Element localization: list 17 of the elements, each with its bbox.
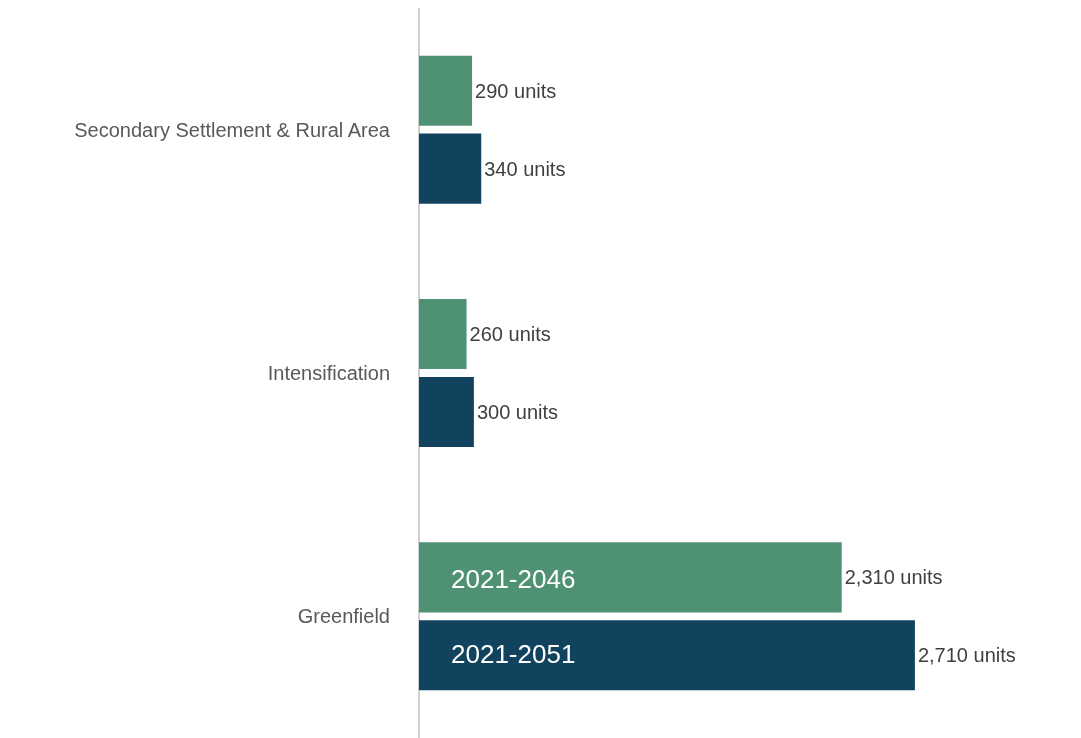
data-label: 2,310 units — [844, 566, 943, 589]
y-tick-label: Secondary Settlement & Rural Area — [74, 118, 391, 141]
bar — [419, 133, 482, 204]
series-label: 2021-2051 — [451, 639, 576, 669]
bar — [419, 620, 915, 691]
bar — [419, 299, 467, 370]
data-label: 300 units — [476, 400, 559, 423]
data-label: 340 units — [484, 157, 566, 180]
data-label: 2,710 units — [917, 644, 1016, 667]
bar — [419, 376, 474, 447]
y-tick-label: Greenfield — [297, 605, 390, 628]
y-tick-label: Intensification — [267, 362, 390, 384]
bar — [419, 542, 842, 613]
series-label: 2021-2046 — [451, 564, 576, 594]
bar — [419, 55, 473, 126]
data-label: 290 units — [475, 79, 557, 102]
data-label: 260 units — [469, 323, 551, 346]
